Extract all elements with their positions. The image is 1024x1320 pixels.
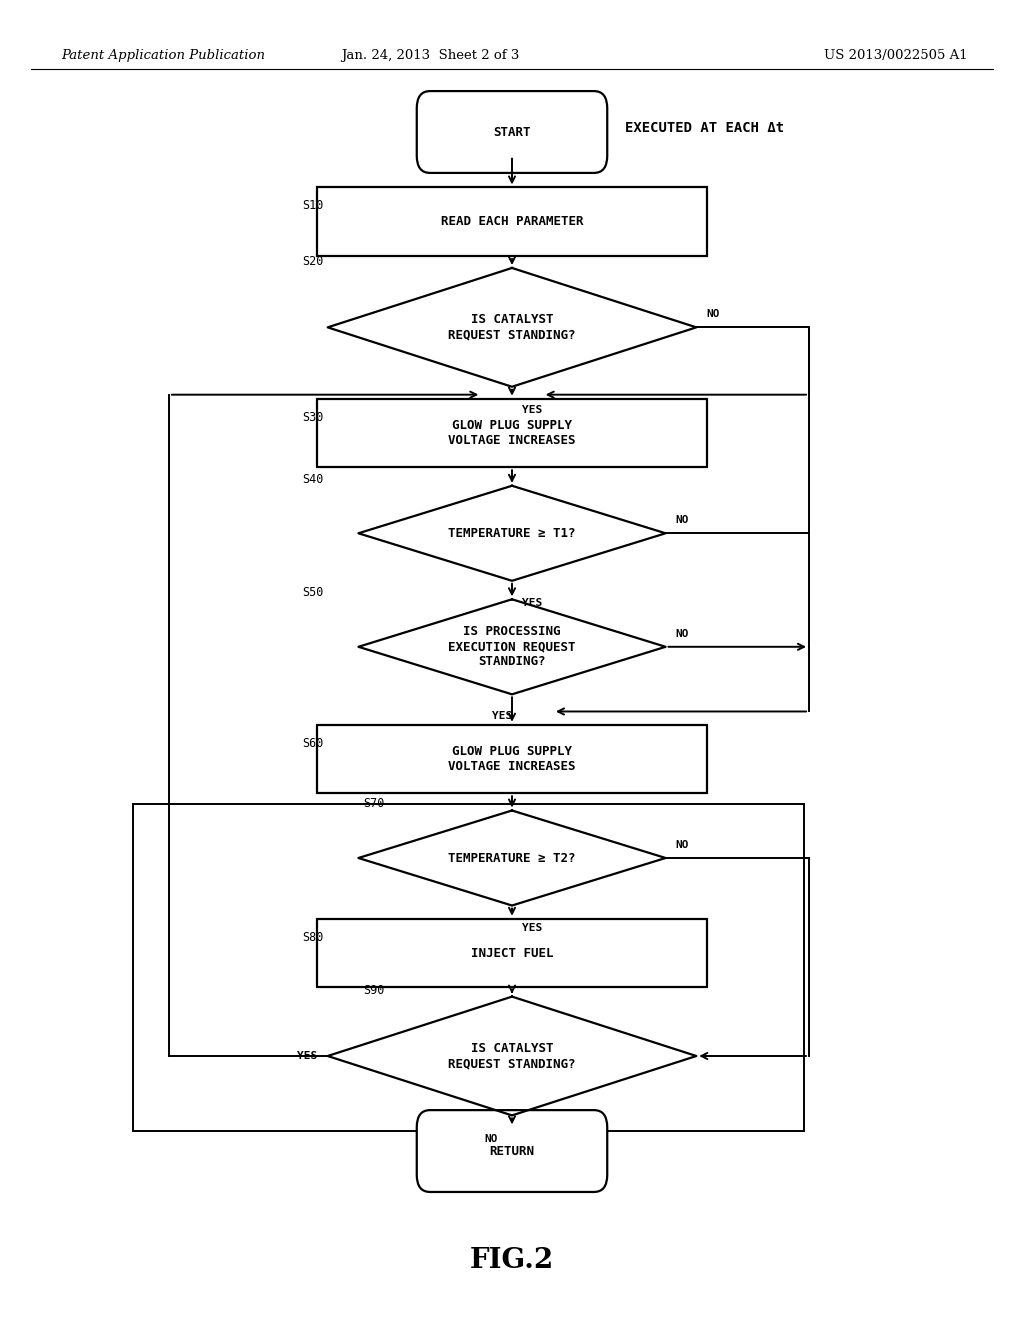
Text: NO: NO xyxy=(484,1134,499,1144)
Polygon shape xyxy=(358,599,666,694)
FancyBboxPatch shape xyxy=(317,725,707,793)
Text: IS PROCESSING
EXECUTION REQUEST
STANDING?: IS PROCESSING EXECUTION REQUEST STANDING… xyxy=(449,626,575,668)
Text: GLOW PLUG SUPPLY
VOLTAGE INCREASES: GLOW PLUG SUPPLY VOLTAGE INCREASES xyxy=(449,418,575,447)
Text: READ EACH PARAMETER: READ EACH PARAMETER xyxy=(440,215,584,228)
Text: S40: S40 xyxy=(302,473,324,486)
FancyBboxPatch shape xyxy=(417,1110,607,1192)
Text: EXECUTED AT EACH Δt: EXECUTED AT EACH Δt xyxy=(625,121,783,135)
Text: Jan. 24, 2013  Sheet 2 of 3: Jan. 24, 2013 Sheet 2 of 3 xyxy=(341,49,519,62)
Text: START: START xyxy=(494,125,530,139)
Text: GLOW PLUG SUPPLY
VOLTAGE INCREASES: GLOW PLUG SUPPLY VOLTAGE INCREASES xyxy=(449,744,575,774)
Text: YES: YES xyxy=(522,923,543,933)
Text: US 2013/0022505 A1: US 2013/0022505 A1 xyxy=(824,49,968,62)
Text: YES: YES xyxy=(492,711,512,722)
FancyBboxPatch shape xyxy=(417,91,607,173)
Text: S30: S30 xyxy=(302,411,324,424)
Text: IS CATALYST
REQUEST STANDING?: IS CATALYST REQUEST STANDING? xyxy=(449,313,575,342)
Text: YES: YES xyxy=(522,405,543,416)
Text: S50: S50 xyxy=(302,586,324,599)
Text: YES: YES xyxy=(522,598,543,609)
FancyBboxPatch shape xyxy=(317,919,707,987)
Polygon shape xyxy=(328,997,696,1115)
Text: TEMPERATURE ≥ T1?: TEMPERATURE ≥ T1? xyxy=(449,527,575,540)
Bar xyxy=(133,804,804,1131)
Text: TEMPERATURE ≥ T2?: TEMPERATURE ≥ T2? xyxy=(449,851,575,865)
Text: FIG.2: FIG.2 xyxy=(470,1247,554,1274)
Polygon shape xyxy=(358,810,666,906)
Text: S90: S90 xyxy=(364,983,385,997)
Text: S10: S10 xyxy=(302,199,324,213)
Polygon shape xyxy=(358,486,666,581)
Text: NO: NO xyxy=(676,628,689,639)
FancyBboxPatch shape xyxy=(317,399,707,467)
Text: NO: NO xyxy=(676,515,689,525)
Text: RETURN: RETURN xyxy=(489,1144,535,1158)
Text: YES: YES xyxy=(297,1051,317,1061)
Text: IS CATALYST
REQUEST STANDING?: IS CATALYST REQUEST STANDING? xyxy=(449,1041,575,1071)
Text: NO: NO xyxy=(676,840,689,850)
Text: S80: S80 xyxy=(302,931,324,944)
Text: S70: S70 xyxy=(364,797,385,810)
Text: Patent Application Publication: Patent Application Publication xyxy=(61,49,265,62)
FancyBboxPatch shape xyxy=(317,187,707,256)
Text: NO: NO xyxy=(707,309,720,319)
Polygon shape xyxy=(328,268,696,387)
Text: S60: S60 xyxy=(302,737,324,750)
Text: S20: S20 xyxy=(302,255,324,268)
Text: INJECT FUEL: INJECT FUEL xyxy=(471,946,553,960)
